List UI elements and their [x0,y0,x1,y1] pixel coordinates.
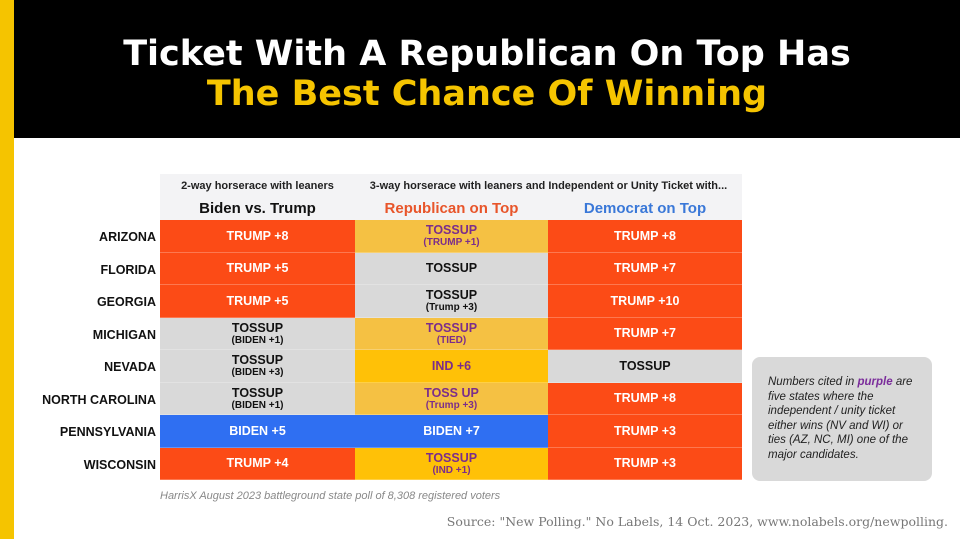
result-cell: BIDEN +5 [160,415,355,448]
result-detail: (Trump +3) [425,399,478,411]
poll-footnote: HarrisX August 2023 battleground state p… [160,490,501,502]
result-cell: IND +6 [355,350,548,383]
result-detail: (BIDEN +3) [231,367,284,379]
title-banner: Ticket With A Republican On Top Has The … [14,0,960,138]
result-cell: TRUMP +7 [548,252,742,285]
result-main: TRUMP +7 [614,261,676,276]
state-label: WISCONSIN [83,457,156,472]
result-main: TRUMP +10 [610,293,680,308]
note-box: Numbers cited in purple are five states … [752,357,932,481]
result-cell: TRUMP +8 [160,220,355,253]
result-detail: (IND +1) [432,464,471,476]
result-main: TRUMP +8 [614,391,676,406]
result-cell: TRUMP +7 [548,317,742,350]
result-cell: TOSS UP (Trump +3) [355,382,548,415]
result-detail: (BIDEN +1) [231,334,284,346]
state-label: FLORIDA [100,262,156,277]
result-cell: TOSSUP (IND +1) [355,447,548,480]
result-cell: TRUMP +3 [548,415,742,448]
result-detail: (BIDEN +1) [231,399,284,411]
state-label: GEORGIA [96,295,156,309]
result-cell: TRUMP +4 [160,447,355,480]
result-main: TRUMP +5 [226,293,289,308]
note-text-pre: Numbers cited in [768,376,858,388]
column-header-biden-vs-trump: Biden vs. Trump [199,200,316,217]
table-row: MICHIGAN TOSSUP (BIDEN +1) TOSSUP (TIED) TRUM… [30,317,742,350]
group-label-2way: 2-way horserace with leaners [181,180,334,192]
result-main: TRUMP +3 [614,423,676,438]
state-label: PENNSYLVANIA [59,425,156,439]
state-label: MICHIGAN [92,327,156,342]
result-main: TOSSUP [619,358,671,373]
result-cell: TOSSUP (Trump +3) [355,285,548,318]
table-header [160,174,742,220]
table-row: NORTH CAROLINA TOSSUP (BIDEN +1) TOSS UP (Tr… [30,382,742,415]
note-highlight: purple [857,376,893,388]
result-detail: (TIED) [436,334,467,346]
result-cell: TRUMP +8 [548,382,742,415]
result-main: TOSSUP [425,261,478,276]
table-row: NEVADA TOSSUP (BIDEN +3) IND +6 TOSSUP [30,350,742,383]
result-cell: TOSSUP (BIDEN +3) [160,350,355,383]
result-cell: TRUMP +5 [160,252,355,285]
result-main: TRUMP +8 [226,228,289,243]
table-row: GEORGIA TRUMP +5 TOSSUP (Trump +3) TRUMP +10 [30,285,742,318]
result-main: BIDEN +5 [229,423,286,438]
result-main: TOSSUP [425,288,478,303]
result-main: TOSSUP [231,385,284,400]
result-detail: (TRUMP +1) [423,237,480,249]
result-main: BIDEN +7 [423,423,480,438]
result-main: IND +6 [431,358,472,373]
result-cell: TOSSUP [355,252,548,285]
column-header-republican-on-top: Republican on Top [384,200,519,217]
result-cell: TOSSUP (TRUMP +1) [355,220,548,253]
result-main: TRUMP +4 [226,456,289,471]
table-row: PENNSYLVANIA BIDEN +5 BIDEN +7 TRUMP +3 [30,415,742,448]
state-label: NORTH CAROLINA [42,392,156,407]
state-label: ARIZONA [99,230,156,244]
result-cell: TRUMP +10 [548,285,742,318]
result-main: TOSSUP [425,320,478,335]
result-cell: TRUMP +3 [548,447,742,480]
result-main: TRUMP +3 [614,456,676,471]
result-main: TOSS UP [424,385,479,400]
title-line-2: The Best Chance Of Winning [206,74,768,114]
result-main: TRUMP +5 [226,261,289,276]
result-cell: TOSSUP [548,350,742,383]
table-row: ARIZONA TRUMP +8 TOSSUP (TRUMP +1) TRUMP +8 [30,220,742,253]
note-text-post: are five states where the independent / … [768,376,913,461]
result-cell: TOSSUP (TIED) [355,317,548,350]
result-cell: TRUMP +5 [160,285,355,318]
result-main: TOSSUP [231,353,284,368]
table-row: WISCONSIN TRUMP +4 TOSSUP (IND +1) TRUMP +3 [30,447,742,480]
state-label: NEVADA [104,360,156,374]
result-main: TOSSUP [425,223,478,238]
result-cell: TOSSUP (BIDEN +1) [160,317,355,350]
accent-stripe [0,0,14,539]
result-main: TRUMP +8 [614,228,676,243]
result-main: TOSSUP [231,320,284,335]
column-header-democrat-on-top: Democrat on Top [583,200,707,217]
result-detail: (Trump +3) [425,302,478,314]
source-citation: Source: "New Polling." No Labels, 14 Oct… [446,514,948,529]
result-main: TRUMP +7 [614,326,676,341]
result-main: TOSSUP [425,450,478,465]
result-cell: BIDEN +7 [355,415,548,448]
result-cell: TOSSUP (BIDEN +1) [160,382,355,415]
table-row: FLORIDA TRUMP +5 TOSSUP TRUMP +7 [30,252,742,285]
group-label-3way: 3-way horserace with leaners and Indepen… [369,180,728,192]
title-line-1: Ticket With A Republican On Top Has [123,34,851,74]
result-cell: TRUMP +8 [548,220,742,253]
